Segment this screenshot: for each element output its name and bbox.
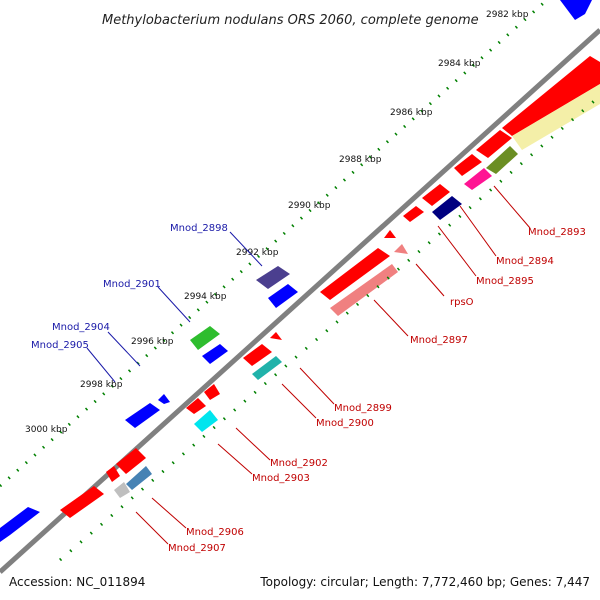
genome-summary-text: Topology: circular; Length: 7,772,460 bp… (259, 575, 590, 589)
gene-label: Mnod_2902 (270, 458, 328, 469)
cds-feature (464, 168, 492, 190)
gene-label: Mnod_2901 (103, 279, 161, 290)
gene-label: Mnod_2906 (186, 527, 244, 538)
tick-label: 2986 kbp (390, 108, 433, 118)
tick-label: 2998 kbp (80, 380, 123, 390)
cds-feature (116, 448, 146, 474)
cds-feature (268, 284, 298, 308)
cds-feature (190, 326, 220, 350)
reverse-strand-features (60, 56, 600, 518)
cds-feature (476, 130, 512, 158)
cds-feature (403, 206, 424, 222)
cds-feature (330, 264, 398, 316)
gene-label: Mnod_2907 (168, 543, 226, 554)
cds-feature (502, 56, 600, 136)
gene-label: Mnod_2894 (496, 256, 554, 267)
cds-feature (486, 146, 518, 174)
cds-feature (454, 154, 482, 176)
cds-feature (394, 244, 408, 254)
cds-feature (125, 403, 160, 428)
gene-label: Mnod_2904 (52, 322, 110, 333)
cds-feature (270, 332, 282, 340)
tick-label: 2996 kbp (131, 337, 174, 347)
cds-feature (422, 184, 450, 206)
tick-label: 2994 kbp (184, 292, 227, 302)
gene-label: rpsO (450, 297, 474, 308)
cds-feature (204, 384, 220, 400)
outer-dotted-track (0, 0, 550, 488)
gene-label: Mnod_2905 (31, 340, 89, 351)
gene-label: Mnod_2897 (410, 335, 468, 346)
cds-feature (384, 230, 396, 238)
tick-label: 2988 kbp (339, 155, 382, 165)
kbp-ticks: 2982 kbp 2984 kbp 2986 kbp 2988 kbp 2990… (25, 10, 529, 435)
reverse-gene-labels: Mnod_2893 Mnod_2894 Mnod_2895 rpsO Mnod_… (135, 185, 586, 554)
cds-feature (194, 410, 218, 432)
gene-label: Mnod_2903 (252, 473, 310, 484)
tick-label: 2990 kbp (288, 201, 331, 211)
accession-text: Accession: NC_011894 (9, 575, 145, 589)
tick-label: 2982 kbp (486, 10, 529, 20)
gene-label: Mnod_2898 (170, 223, 228, 234)
cds-feature (126, 466, 152, 490)
cds-feature (320, 248, 390, 300)
cds-feature (202, 344, 228, 364)
cds-feature (60, 486, 104, 518)
tick-label: 3000 kbp (25, 425, 68, 435)
cds-feature (243, 344, 272, 366)
cds-feature (252, 356, 282, 380)
cds-feature (186, 398, 206, 414)
gene-label: Mnod_2893 (528, 227, 586, 238)
cds-feature (512, 84, 600, 150)
genome-backbone (0, 28, 600, 574)
gene-label: Mnod_2895 (476, 276, 534, 287)
cds-feature (106, 466, 120, 482)
cds-feature (560, 0, 592, 20)
tick-label: 2984 kbp (438, 59, 481, 69)
forward-gene-labels: Mnod_2898 Mnod_2901 Mnod_2904 Mnod_2905 (31, 223, 263, 383)
tick-label: 2992 kbp (236, 248, 279, 258)
inner-dotted-track (59, 94, 600, 562)
forward-strand-features (0, 0, 592, 542)
cds-feature (158, 394, 170, 404)
cds-feature (114, 482, 130, 498)
cds-feature (432, 196, 462, 220)
cds-feature (256, 266, 290, 289)
cds-feature (0, 507, 40, 542)
gene-label: Mnod_2899 (334, 403, 392, 414)
map-title: Methylobacterium nodulans ORS 2060, comp… (102, 13, 479, 28)
gene-label: Mnod_2900 (316, 418, 374, 429)
